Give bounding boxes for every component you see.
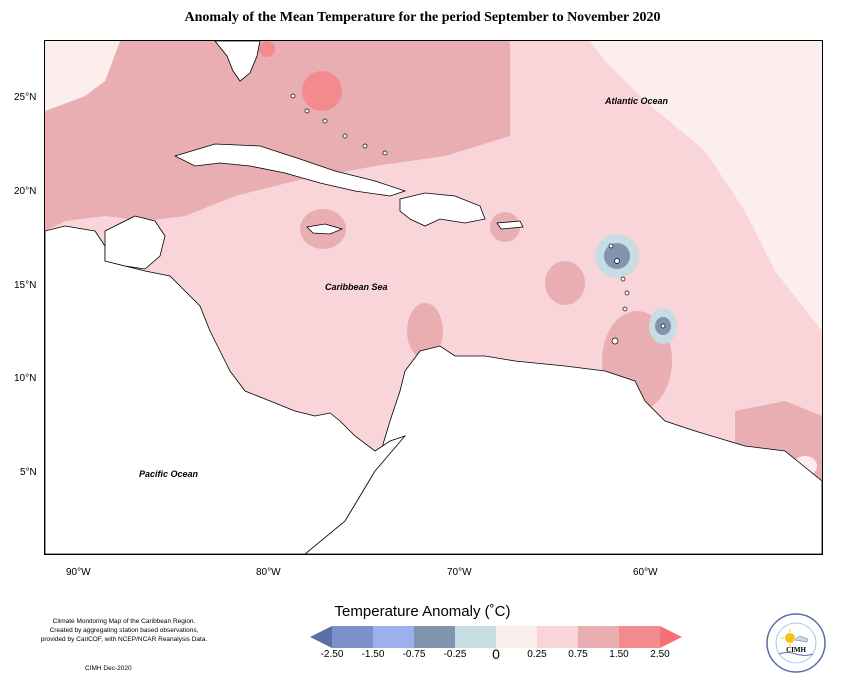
- legend-swatch: [455, 626, 496, 648]
- lat-tick-20: 20°N: [14, 186, 37, 197]
- anomaly-hot-florida: [259, 41, 275, 57]
- legend-title: Temperature Anomaly (˚C): [334, 603, 511, 620]
- legend-tick-label: 0.75: [568, 649, 588, 660]
- anomaly-hot-bahamas: [302, 71, 342, 111]
- legend-swatch: [414, 626, 455, 648]
- legend-swatch: [373, 626, 414, 648]
- legend-tick-label: 2.50: [650, 649, 670, 660]
- legend-swatch: [619, 626, 660, 648]
- anomaly-cold-lesser-antilles: [604, 243, 630, 269]
- legend-tick-label: -0.25: [443, 649, 467, 660]
- anomaly-warm-east-caribbean: [545, 261, 585, 305]
- pacific-ocean-label: Pacific Ocean: [139, 469, 199, 479]
- map-panel: Atlantic Ocean Caribbean Sea Pacific Oce…: [44, 40, 823, 555]
- land-jamaica: [306, 223, 344, 235]
- land-florida: [214, 41, 261, 82]
- lat-tick-15: 15°N: [14, 280, 37, 291]
- anomaly-near-zero-northwest: [45, 41, 120, 111]
- legend-tick-label: -2.50: [320, 649, 344, 660]
- atlantic-ocean-label: Atlantic Ocean: [605, 96, 669, 106]
- lon-tick-60: 60°W: [633, 567, 658, 578]
- anomaly-warm-west-venezuela: [407, 303, 443, 359]
- legend-tick-label: -1.50: [361, 649, 385, 660]
- legend-tick-label: -0.75: [402, 649, 426, 660]
- credits-text: Climate Monitoring Map of the Caribbean …: [24, 617, 224, 644]
- anomaly-warm-north: [45, 41, 510, 231]
- land-puerto-rico: [496, 220, 524, 230]
- credits-line-1: Climate Monitoring Map of the Caribbean …: [52, 618, 196, 625]
- legend-swatch: [578, 626, 619, 648]
- lat-tick-25: 25°N: [14, 92, 37, 103]
- land-hispaniola: [399, 192, 486, 227]
- legend-swatch: [496, 626, 537, 648]
- cimh-logo: CIMH: [766, 613, 826, 673]
- anomaly-near-zero-atlantic: [590, 41, 822, 331]
- legend-swatch: [332, 626, 373, 648]
- credits-line-2: Created by aggregating station based obs…: [49, 627, 199, 634]
- land-bahamas: [290, 93, 388, 156]
- map-title: Anomaly of the Mean Temperature for the …: [184, 10, 661, 25]
- legend-swatch: [537, 626, 578, 648]
- legend-tick-label: 0.25: [527, 649, 547, 660]
- land-lesser-antilles: [608, 243, 666, 345]
- lat-tick-10: 10°N: [14, 373, 37, 384]
- lat-tick-5: 5°N: [20, 467, 37, 478]
- credits-line-3: provided by CariCOF, with NCEP/NCAR Rean…: [40, 636, 208, 643]
- legend-swatch: [660, 626, 682, 648]
- lon-tick-80: 80°W: [256, 567, 281, 578]
- credits-date: CIMH Dec-2020: [85, 665, 132, 672]
- lon-tick-70: 70°W: [447, 567, 472, 578]
- legend-swatch: [310, 626, 332, 648]
- lon-tick-90: 90°W: [66, 567, 91, 578]
- legend-colorbar: [310, 626, 682, 648]
- caribbean-sea-label: Caribbean Sea: [325, 282, 388, 292]
- logo-text: CIMH: [786, 646, 806, 654]
- land-yucatan: [104, 215, 166, 270]
- anomaly-map: [45, 41, 822, 554]
- legend-tick-label: 1.50: [609, 649, 629, 660]
- land-cuba: [173, 143, 407, 197]
- legend-tick-label: 0: [492, 646, 500, 662]
